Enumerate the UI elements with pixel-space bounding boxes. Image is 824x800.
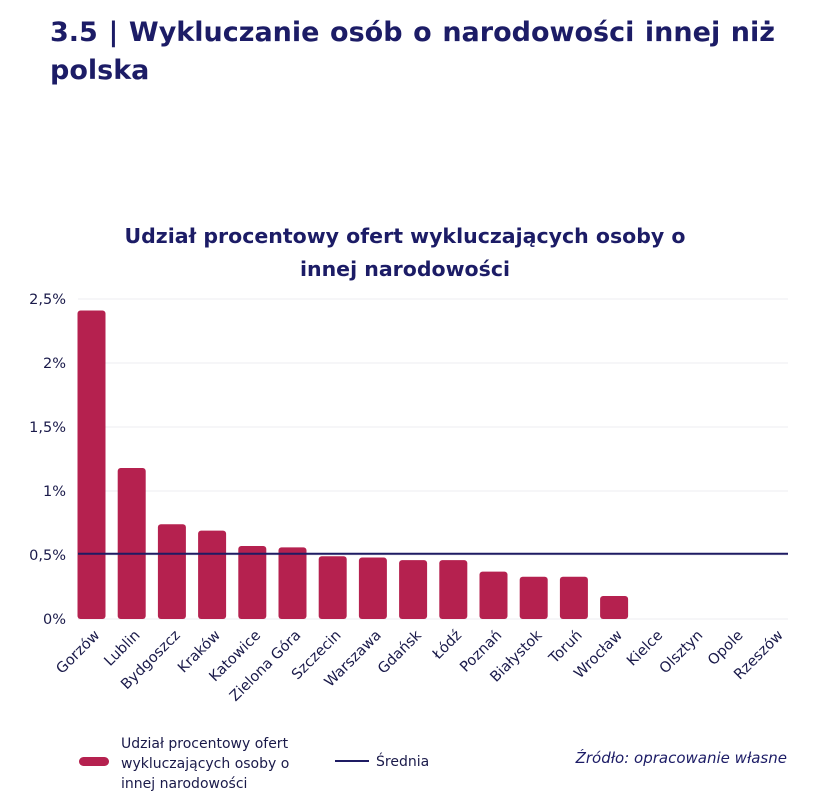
x-tick-label: Gorzów: [54, 627, 104, 677]
bar: [479, 571, 508, 619]
chart-title: Udział procentowy ofert wykluczających o…: [124, 224, 686, 281]
bar: [519, 576, 548, 619]
bars: [77, 310, 629, 619]
bar: [439, 560, 468, 619]
bar: [318, 556, 347, 619]
x-tick-label: Zielona Góra: [227, 628, 304, 705]
bar: [238, 546, 267, 619]
legend-average-label: Średnia: [376, 754, 430, 770]
page-title: 3.5 | Wykluczanie osób o narodowości inn…: [50, 17, 775, 86]
bar: [157, 524, 186, 619]
x-tick-label: Łódź: [429, 628, 465, 664]
bar: [198, 530, 227, 619]
y-tick-label: 0%: [43, 612, 66, 628]
x-tick-label: Olsztyn: [657, 628, 707, 678]
bar: [399, 560, 428, 619]
bar: [278, 547, 307, 619]
y-tick-label: 0,5%: [29, 548, 66, 564]
bar: [559, 576, 588, 619]
bar: [600, 595, 629, 619]
legend-bar-label: Udział procentowy ofert wykluczających o…: [121, 736, 290, 792]
bar: [117, 467, 146, 619]
x-tick-label: Gdańsk: [375, 627, 425, 677]
legend-bar-swatch: [79, 757, 109, 766]
y-tick-label: 1%: [43, 484, 66, 500]
source-note: Źródło: opracowanie własne: [575, 749, 787, 767]
gridlines: [78, 298, 788, 620]
x-axis-tick-labels: GorzówLublinBydgoszczKrakówKatowiceZielo…: [54, 627, 787, 705]
y-tick-label: 1,5%: [29, 420, 66, 436]
legend-average-line-swatch: [335, 760, 369, 762]
bar: [77, 310, 106, 619]
bar: [358, 557, 387, 619]
y-tick-label: 2%: [43, 356, 66, 372]
y-tick-label: 2,5%: [29, 292, 66, 308]
y-axis-tick-labels: 0% 0,5% 1% 1,5% 2% 2,5%: [29, 292, 66, 628]
